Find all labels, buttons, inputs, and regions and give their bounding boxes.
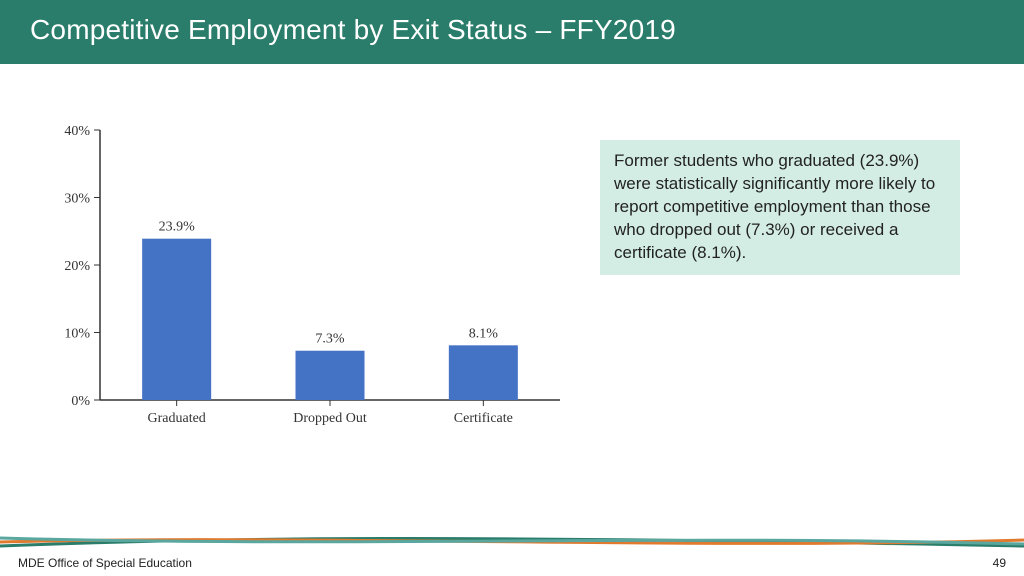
svg-text:0%: 0% xyxy=(71,394,90,409)
chart-svg: 0% 10% 20% 30% 40% 23.9% Graduated 7.3% Dropped … xyxy=(30,120,570,440)
svg-text:30%: 30% xyxy=(64,192,90,207)
footer-org: MDE Office of Special Education xyxy=(18,556,192,570)
page-number: 49 xyxy=(993,556,1006,570)
footer-swoosh xyxy=(0,534,1024,550)
svg-text:Dropped Out: Dropped Out xyxy=(293,411,367,426)
callout-box: Former students who graduated (23.9%) we… xyxy=(600,140,960,275)
slide-header: Competitive Employment by Exit Status – … xyxy=(0,0,1024,64)
svg-text:23.9%: 23.9% xyxy=(159,220,196,235)
svg-text:10%: 10% xyxy=(64,327,90,342)
slide-title: Competitive Employment by Exit Status – … xyxy=(30,14,994,46)
svg-text:20%: 20% xyxy=(64,259,90,274)
svg-text:Certificate: Certificate xyxy=(454,411,513,426)
slide-footer: MDE Office of Special Education 49 xyxy=(0,534,1024,576)
svg-text:Graduated: Graduated xyxy=(148,411,206,426)
svg-text:8.1%: 8.1% xyxy=(469,326,499,341)
bar-chart: 0% 10% 20% 30% 40% 23.9% Graduated 7.3% Dropped … xyxy=(30,120,570,516)
svg-text:7.3%: 7.3% xyxy=(315,332,345,347)
svg-text:40%: 40% xyxy=(64,124,90,139)
slide: { "header": { "title": "Competitive Empl… xyxy=(0,0,1024,576)
